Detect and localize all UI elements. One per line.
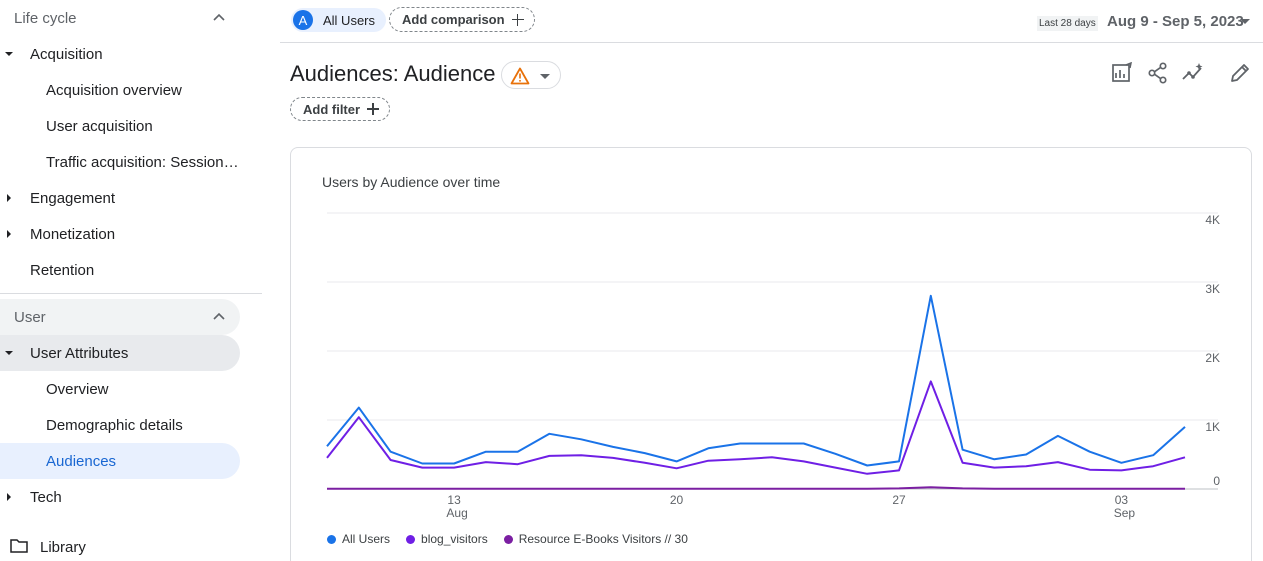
date-range-label: Last 28 days	[1037, 16, 1098, 31]
x-tick-label: 20	[670, 493, 684, 507]
comparison-avatar: A	[293, 10, 313, 30]
x-tick-sublabel: Sep	[1114, 506, 1136, 520]
warning-icon	[510, 67, 530, 85]
sidebar-item-user-attributes[interactable]: User Attributes	[0, 335, 240, 371]
customize-report-icon[interactable]	[1111, 62, 1133, 84]
sidebar-item-overview[interactable]: Overview	[0, 371, 240, 407]
chevron-up-icon[interactable]	[212, 310, 226, 324]
sidebar-item-user-acquisition[interactable]: User acquisition	[0, 108, 240, 144]
legend-item-blog-visitors[interactable]: blog_visitors	[406, 532, 488, 546]
caret-down-icon	[540, 74, 550, 79]
sidebar: Life cycle Acquisition Acquisition overv…	[0, 0, 262, 561]
sidebar-item-label: Retention	[30, 261, 95, 279]
section-lifecycle[interactable]: Life cycle	[0, 0, 240, 36]
sidebar-item-label: User acquisition	[46, 117, 153, 135]
sidebar-item-label: Acquisition overview	[46, 81, 182, 99]
plus-icon	[511, 13, 524, 26]
date-range-picker[interactable]: Aug 9 - Sep 5, 2023	[1107, 13, 1244, 30]
sidebar-item-label: Acquisition	[30, 45, 103, 63]
sidebar-item-label: Engagement	[30, 189, 116, 207]
folder-icon	[10, 539, 28, 553]
legend-item-ebooks-visitors[interactable]: Resource E-Books Visitors // 30	[503, 532, 688, 546]
sidebar-item-label: Library	[40, 538, 86, 556]
sidebar-item-monetization[interactable]: Monetization	[0, 216, 240, 252]
sidebar-item-audiences[interactable]: Audiences	[0, 443, 240, 479]
sidebar-item-label: Traffic acquisition: Session…	[46, 153, 239, 171]
comparison-chip-all-users[interactable]: A All Users	[291, 8, 387, 32]
x-tick-label: 13	[447, 493, 461, 507]
sidebar-item-library[interactable]: Library	[0, 529, 240, 561]
sidebar-item-demographic-details[interactable]: Demographic details	[0, 407, 240, 443]
caret-right-icon	[7, 230, 11, 238]
legend-dot	[503, 534, 513, 544]
y-tick-label: 2K	[1205, 351, 1220, 365]
series-line-ebooks-visitors	[327, 486, 1185, 490]
add-comparison-label: Add comparison	[402, 12, 505, 27]
legend-dot	[406, 534, 416, 544]
edit-icon[interactable]	[1229, 62, 1251, 84]
sidebar-item-label: Tech	[30, 488, 62, 506]
share-icon[interactable]	[1147, 62, 1169, 84]
comparison-chip-label: All Users	[323, 12, 376, 28]
y-tick-label: 1K	[1205, 420, 1220, 434]
sidebar-item-traffic-acquisition[interactable]: Traffic acquisition: Session…	[0, 144, 240, 180]
legend-item-all-users[interactable]: All Users	[327, 532, 390, 546]
sidebar-item-tech[interactable]: Tech	[0, 479, 240, 515]
x-tick-sublabel: Aug	[446, 506, 467, 520]
chart-card	[290, 147, 1252, 561]
x-tick-label: 27	[892, 493, 906, 507]
sidebar-item-acquisition[interactable]: Acquisition	[0, 36, 240, 72]
legend-label: All Users	[342, 532, 391, 546]
chevron-up-icon[interactable]	[212, 11, 226, 25]
legend-dot	[327, 534, 336, 544]
sidebar-item-acquisition-overview[interactable]: Acquisition overview	[0, 72, 240, 108]
x-tick-label: 03	[1115, 493, 1129, 507]
plus-icon	[367, 103, 380, 115]
sidebar-item-label: User Attributes	[30, 344, 129, 362]
y-tick-label: 0	[1213, 474, 1220, 488]
sidebar-divider	[0, 293, 262, 294]
series-line-blog-visitors	[326, 380, 1186, 475]
y-tick-label: 3K	[1205, 282, 1220, 296]
audience-selector[interactable]	[501, 61, 561, 89]
section-user-label: User	[14, 308, 46, 326]
series-line-all-users	[326, 294, 1186, 467]
add-filter-button[interactable]: Add filter	[290, 97, 391, 121]
sidebar-item-label: Overview	[46, 380, 109, 398]
sidebar-item-label: Demographic details	[46, 416, 183, 434]
caret-down-icon	[5, 52, 13, 56]
caret-right-icon	[7, 194, 11, 202]
top-bar: A All Users Add comparison Last 28 days …	[280, 0, 1263, 43]
caret-down-icon	[5, 351, 13, 355]
sidebar-item-engagement[interactable]: Engagement	[0, 180, 240, 216]
sidebar-item-label: Monetization	[30, 225, 116, 243]
section-lifecycle-label: Life cycle	[14, 9, 77, 27]
page-title: Audiences: Audience	[290, 61, 496, 86]
caret-down-icon[interactable]	[1240, 19, 1250, 24]
chart-title: Users by Audience over time	[322, 174, 501, 190]
y-tick-label: 4K	[1205, 213, 1220, 227]
legend-label: blog_visitors	[421, 532, 488, 546]
add-filter-label: Add filter	[303, 101, 361, 117]
sidebar-item-retention[interactable]: Retention	[0, 252, 240, 288]
section-user[interactable]: User	[0, 299, 240, 335]
caret-right-icon	[7, 493, 11, 501]
insights-icon[interactable]	[1182, 62, 1204, 84]
add-comparison-button[interactable]: Add comparison	[389, 7, 535, 32]
legend-label: Resource E-Books Visitors // 30	[518, 532, 688, 546]
sidebar-item-label: Audiences	[46, 452, 117, 470]
chart-legend: All Users blog_visitors Resource E-Books…	[327, 532, 704, 546]
